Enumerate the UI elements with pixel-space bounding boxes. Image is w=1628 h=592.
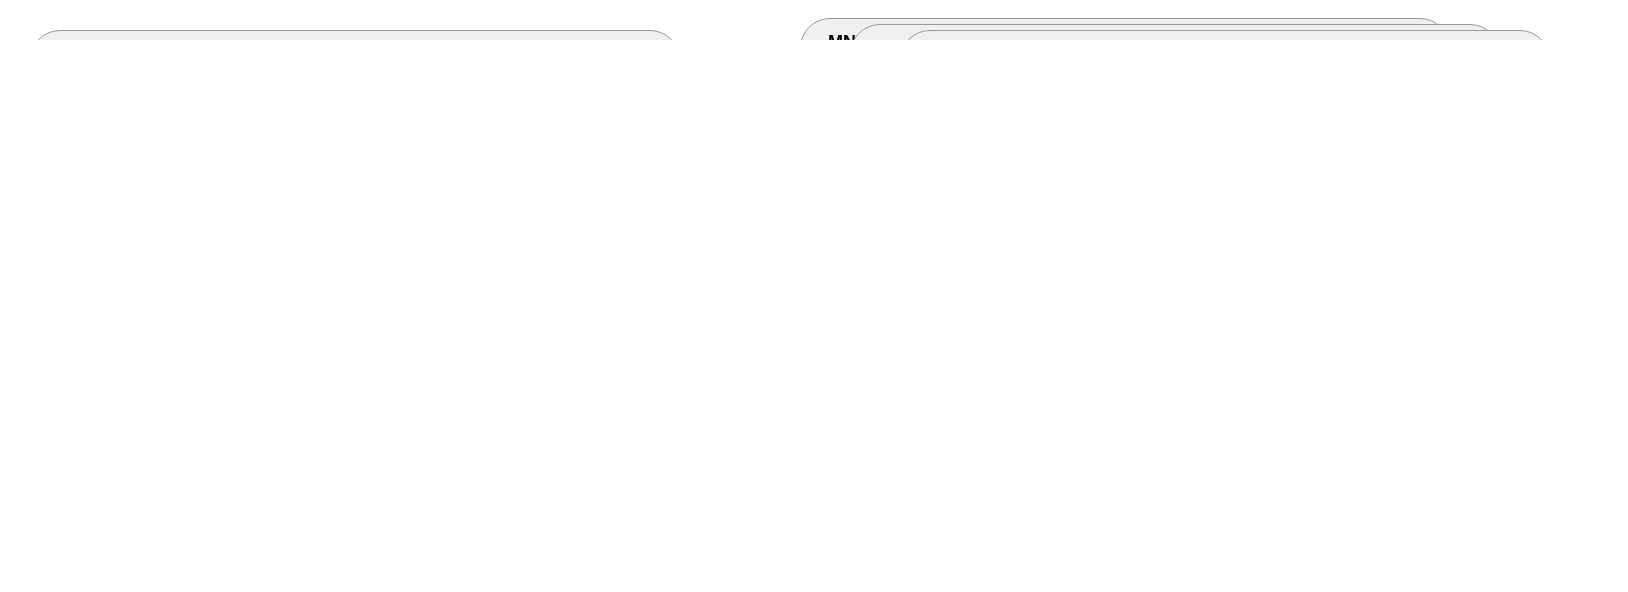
panel [30, 30, 680, 40]
